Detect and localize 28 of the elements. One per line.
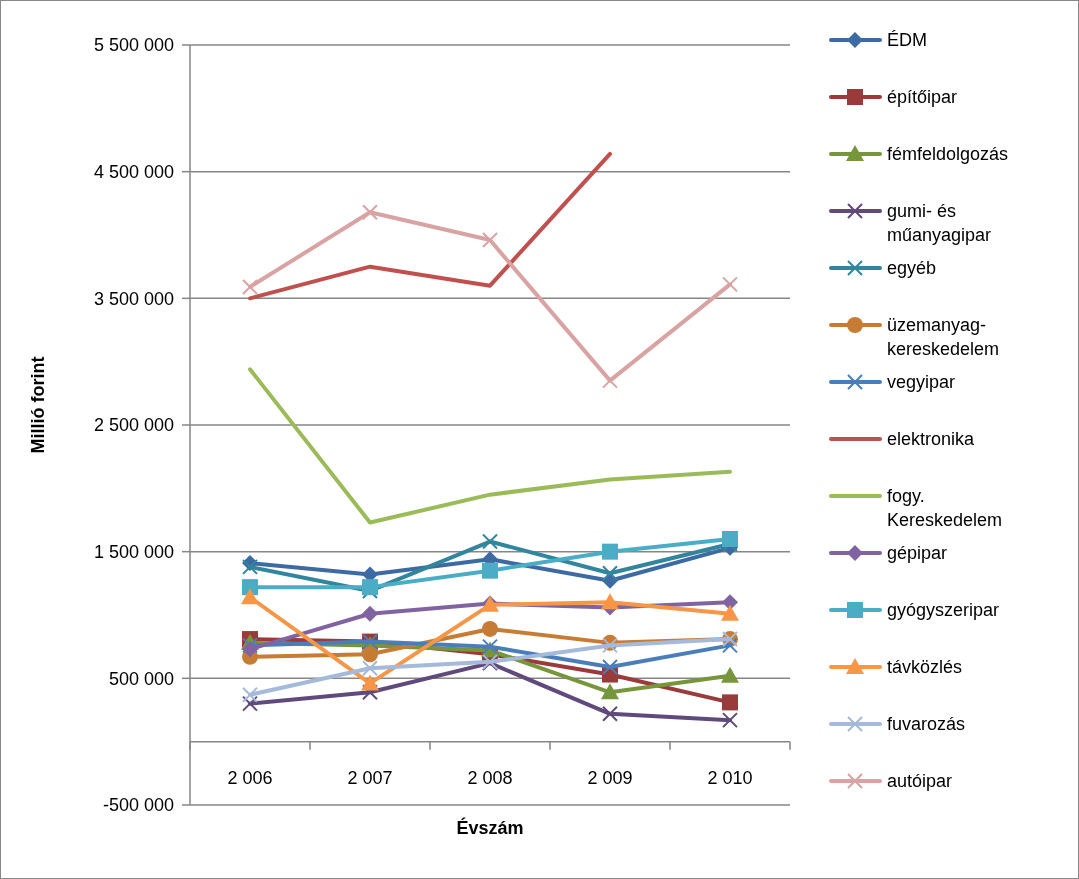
x-tick-label: 2 007 bbox=[347, 767, 393, 788]
x-tick-label: 2 006 bbox=[227, 767, 273, 788]
legend-label: építőipar bbox=[887, 87, 958, 108]
y-tick-label: 500 000 bbox=[108, 668, 174, 689]
x-tick-label: 2 008 bbox=[467, 767, 513, 788]
y-axis-title: Millió forint bbox=[28, 356, 48, 454]
x-tick-label: 2 010 bbox=[707, 767, 753, 788]
y-tick-label: 1 500 000 bbox=[93, 541, 174, 562]
legend-label: fuvarozás bbox=[887, 714, 966, 735]
y-tick-label: 3 500 000 bbox=[93, 288, 174, 309]
legend-label: gyógyszeripar bbox=[887, 600, 1000, 621]
legend-label: ÉDM bbox=[887, 30, 927, 51]
x-tick-label: 2 009 bbox=[587, 767, 633, 788]
legend-label: gumi- és műanyagipar bbox=[887, 201, 992, 246]
legend-label: távközlés bbox=[887, 657, 963, 678]
legend-label: vegyipar bbox=[887, 372, 956, 393]
legend-label: üzemanyag-kereskedelem bbox=[887, 315, 1000, 360]
legend-label: autóipar bbox=[887, 771, 953, 792]
legend-label: egyéb bbox=[887, 258, 937, 279]
y-tick-label: 2 500 000 bbox=[93, 415, 174, 436]
y-tick-label: 5 500 000 bbox=[93, 35, 174, 56]
legend-label: fémfeldolgozás bbox=[887, 144, 1009, 165]
legend-label: elektronika bbox=[887, 429, 976, 450]
legend-label: fogy. Kereskedelem bbox=[887, 486, 1003, 531]
x-axis-title: Évszám bbox=[456, 817, 524, 838]
y-tick-label: 4 500 000 bbox=[93, 161, 174, 182]
legend-label: gépipar bbox=[887, 543, 948, 564]
y-tick-label: -500 000 bbox=[102, 795, 174, 816]
